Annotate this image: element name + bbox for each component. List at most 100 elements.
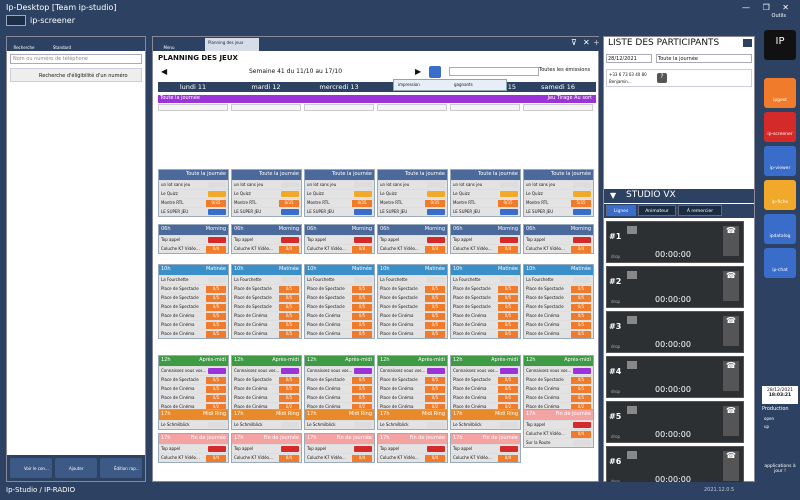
- show-block[interactable]: 10h Matinée La Fourchette Place de Spectacl…: [523, 264, 594, 339]
- game-row[interactable]: Le Quizz: [378, 189, 447, 198]
- phone-icon[interactable]: ☎: [723, 451, 739, 481]
- show-block[interactable]: 06h Morning Top appel Coluche K7 Vidéo... 0/…: [158, 224, 229, 254]
- show-block[interactable]: Toute la journée un lot sans jeu Le Quizz M…: [377, 169, 448, 217]
- show-block[interactable]: 12h Après-midi Connaissez vous vos... Place…: [158, 355, 229, 412]
- show-block[interactable]: 17h Midi Ring Le Schmilblick: [158, 409, 229, 430]
- game-row[interactable]: Le Quizz: [159, 189, 228, 198]
- day-header[interactable]: samedi 16: [541, 83, 575, 91]
- add-icon[interactable]: +: [593, 38, 600, 47]
- game-row[interactable]: Place de Cinéma 0/5: [159, 329, 228, 338]
- game-row[interactable]: Montre RTL 0/35: [159, 198, 228, 207]
- game-row[interactable]: Montre RTL 0/35: [305, 198, 374, 207]
- game-row[interactable]: Le Schmilblick: [378, 420, 447, 429]
- game-row[interactable]: Place de Cinéma 0/5: [232, 384, 301, 393]
- game-row[interactable]: Place de Cinéma 0/5: [524, 320, 593, 329]
- game-row[interactable]: Top appel: [159, 444, 228, 453]
- game-row[interactable]: Montre RTL 5/35: [524, 198, 593, 207]
- show-block[interactable]: 06h Morning Top appel Coluche K7 Vidéo... 0/…: [377, 224, 448, 254]
- eligibility-button[interactable]: Recherche d'éligibilité d'un numéro: [10, 68, 142, 82]
- app-ipchat[interactable]: ip-chat: [764, 248, 796, 278]
- game-row[interactable]: Le Schmilblick: [232, 420, 301, 429]
- tab-animateur[interactable]: Animateur: [638, 205, 676, 216]
- phone-icon[interactable]: ☎: [723, 361, 739, 391]
- game-row[interactable]: La Fourchette: [451, 275, 520, 284]
- game-row[interactable]: Coluche K7 Vidéo... 0/4: [378, 453, 447, 462]
- show-block[interactable]: 17h Fin de journée Top appel Coluche K7 Vid…: [377, 433, 448, 463]
- filter-select[interactable]: Toutes les émissions: [539, 67, 591, 73]
- game-row[interactable]: LE SUPER JEU: [378, 207, 447, 216]
- game-row[interactable]: Place de Cinéma 0/2: [305, 402, 374, 411]
- game-row[interactable]: Place de Spectacle 0/5: [451, 302, 520, 311]
- game-row[interactable]: LE SUPER JEU: [159, 207, 228, 216]
- game-row[interactable]: Place de Cinéma 0/5: [232, 329, 301, 338]
- show-block[interactable]: 17h Fin de journée Top appel Coluche K7 Vid…: [231, 433, 302, 463]
- game-row[interactable]: Top appel: [159, 235, 228, 244]
- day-header[interactable]: mardi 12: [251, 83, 281, 91]
- phone-icon[interactable]: ☎: [723, 316, 739, 346]
- app-ipscreener[interactable]: ip-screener: [764, 112, 796, 142]
- show-block[interactable]: 17h Midi Ring Le Schmilblick: [450, 409, 521, 430]
- panel-menu-icon[interactable]: [743, 39, 752, 47]
- show-block[interactable]: 06h Morning Top appel Coluche K7 Vidéo... 0/…: [450, 224, 521, 254]
- game-row[interactable]: La Fourchette: [232, 275, 301, 284]
- help-icon[interactable]: ?: [657, 73, 667, 83]
- game-row[interactable]: Top appel: [305, 444, 374, 453]
- show-block[interactable]: 12h Après-midi Connaissez vous vos... Place…: [450, 355, 521, 412]
- game-row[interactable]: Place de Spectacle 0/5: [524, 375, 593, 384]
- show-block[interactable]: 10h Matinée La Fourchette Place de Spectacl…: [231, 264, 302, 339]
- game-row[interactable]: Place de Cinéma 0/5: [305, 393, 374, 402]
- filter-icon[interactable]: ⊽: [571, 38, 577, 47]
- game-row[interactable]: Place de Cinéma 0/5: [159, 320, 228, 329]
- date-input[interactable]: 28/12/2021: [606, 54, 652, 63]
- add-button[interactable]: Ajouter: [55, 458, 97, 478]
- game-row[interactable]: LE SUPER JEU: [451, 207, 520, 216]
- game-row[interactable]: LE SUPER JEU: [305, 207, 374, 216]
- show-block[interactable]: Toute la journée un lot sans jeu Le Quizz M…: [450, 169, 521, 217]
- tab-recherche[interactable]: Recherche: [13, 45, 35, 50]
- studio-line[interactable]: #4 00:00:00 drop ☎: [606, 356, 744, 398]
- game-row[interactable]: un lot sans jeu: [378, 180, 447, 189]
- game-row[interactable]: Place de Cinéma 0/5: [451, 311, 520, 320]
- game-row[interactable]: Top appel: [524, 235, 593, 244]
- day-header[interactable]: mercredi 13: [319, 83, 359, 91]
- game-row[interactable]: LE SUPER JEU: [232, 207, 301, 216]
- game-row[interactable]: Coluche K7 Vidéo... 0/4: [524, 429, 593, 438]
- game-row[interactable]: un lot sans jeu: [159, 180, 228, 189]
- close-icon[interactable]: ✕: [583, 38, 590, 47]
- game-row[interactable]: Place de Cinéma 0/5: [305, 311, 374, 320]
- day-slot[interactable]: [450, 104, 520, 111]
- game-row[interactable]: Place de Cinéma 0/5: [524, 384, 593, 393]
- tools-label[interactable]: Outils: [771, 13, 786, 19]
- chevron-down-icon[interactable]: ▼: [610, 191, 617, 200]
- game-row[interactable]: Montre RTL 0/35: [232, 198, 301, 207]
- edit-report-button[interactable]: Édition rap...: [100, 458, 142, 478]
- game-row[interactable]: Le Schmilblick: [451, 420, 520, 429]
- show-block[interactable]: 06h Morning Top appel Coluche K7 Vidéo... 0/…: [523, 224, 594, 254]
- game-row[interactable]: Place de Spectacle 0/5: [305, 375, 374, 384]
- game-row[interactable]: Coluche K7 Vidéo... 0/4: [378, 244, 447, 253]
- next-week-icon[interactable]: ▶: [415, 67, 422, 76]
- game-row[interactable]: Place de Spectacle 0/5: [378, 293, 447, 302]
- app-ipviewer[interactable]: ip-viewer: [764, 146, 796, 176]
- show-block[interactable]: 12h Après-midi Connaissez vous vos... Place…: [304, 355, 375, 412]
- app-ipdatalog[interactable]: ipdatalog: [764, 214, 796, 244]
- game-row[interactable]: un lot sans jeu: [524, 180, 593, 189]
- game-row[interactable]: Le Quizz: [305, 189, 374, 198]
- game-row[interactable]: Connaissez vous vos...: [524, 366, 593, 375]
- game-row[interactable]: Coluche K7 Vidéo... 0/4: [305, 244, 374, 253]
- game-row[interactable]: Place de Cinéma 0/5: [451, 320, 520, 329]
- app-ipfiche[interactable]: ip-fiche: [764, 180, 796, 210]
- tab-remercier[interactable]: À remercier: [678, 205, 722, 216]
- game-row[interactable]: Montre RTL 0/35: [378, 198, 447, 207]
- show-block[interactable]: 17h Fin de journée Top appel Coluche K7 Vid…: [158, 433, 229, 463]
- day-slot[interactable]: [377, 104, 447, 111]
- show-block[interactable]: 12h Après-midi Connaissez vous vos... Place…: [523, 355, 594, 412]
- game-row[interactable]: Place de Cinéma 0/2: [232, 402, 301, 411]
- game-row[interactable]: Place de Cinéma 0/5: [451, 384, 520, 393]
- game-row[interactable]: Le Schmilblick: [159, 420, 228, 429]
- game-row[interactable]: Place de Cinéma 0/2: [451, 402, 520, 411]
- game-row[interactable]: Connaissez vous vos...: [451, 366, 520, 375]
- prev-week-icon[interactable]: ◀: [161, 67, 168, 76]
- show-block[interactable]: Toute la journée un lot sans jeu Le Quizz M…: [158, 169, 229, 217]
- show-block[interactable]: 17h Fin de journée Top appel Coluche K7 Vid…: [523, 409, 594, 448]
